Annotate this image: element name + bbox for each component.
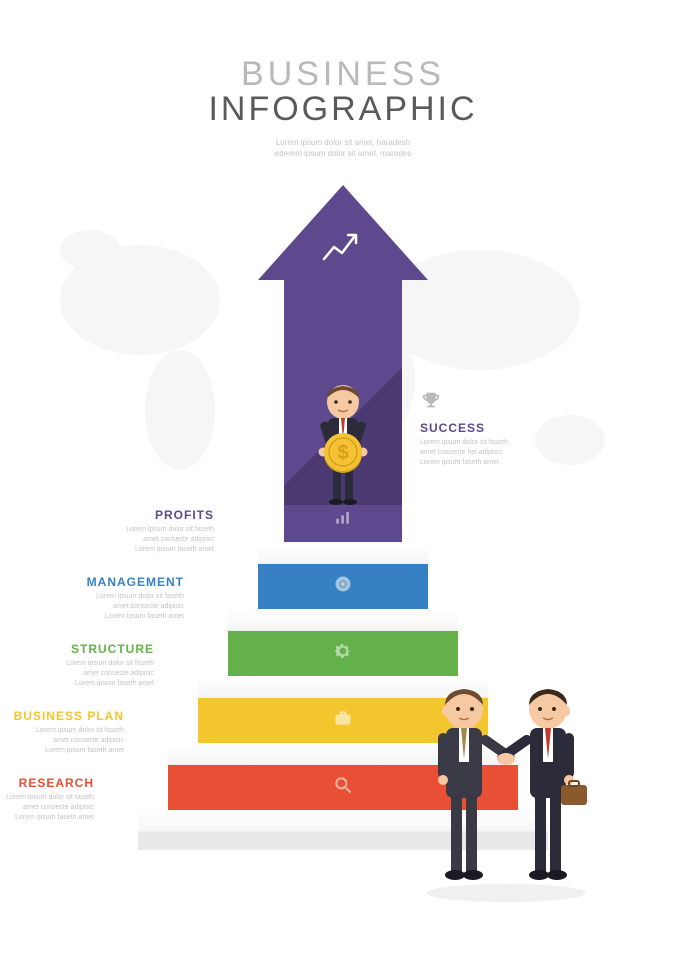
bars-icon: [333, 507, 353, 532]
target-icon: [333, 574, 353, 599]
step-tread: [228, 609, 458, 631]
label-title: MANAGEMENT: [44, 575, 184, 589]
label-body: Lorem ipsum dolor sit faseth amet consec…: [0, 793, 94, 822]
title-line2: INFOGRAPHIC: [0, 90, 686, 129]
label-success-body: Lorem ipsum dolor sit faseth amet consec…: [420, 438, 560, 467]
label-business-plan: BUSINESS PLAN Lorem ipsum dolor sit faset…: [0, 709, 124, 755]
search-icon: [333, 775, 353, 800]
label-title: RESEARCH: [0, 776, 94, 790]
label-body: Lorem ipsum dolor sit faseth amet consec…: [74, 525, 214, 554]
title-line1: BUSINESS: [0, 55, 686, 94]
step-riser: [228, 631, 458, 676]
header-subtitle: Lorem ipsum dolor sit amet, haradesh ede…: [0, 137, 686, 159]
label-body: Lorem ipsum dolor sit faseth amet consec…: [14, 659, 154, 688]
briefcase-icon: [333, 708, 353, 733]
businessman-right: [495, 689, 587, 880]
growth-chart-icon: [320, 225, 366, 271]
label-research: RESEARCH Lorem ipsum dolor sit faseth ame…: [0, 776, 94, 822]
businessman-left: [438, 689, 517, 880]
label-title: PROFITS: [74, 508, 214, 522]
label-body: Lorem ipsum dolor sit faseth amet consec…: [0, 726, 124, 755]
step-management: [138, 564, 548, 631]
label-body: Lorem ipsum dolor sit faseth amet consec…: [44, 592, 184, 621]
step-tread: [258, 542, 428, 564]
trophy-icon: [420, 390, 442, 412]
gear-icon: [333, 641, 353, 666]
label-title: STRUCTURE: [14, 642, 154, 656]
character-with-coin: $: [303, 380, 383, 510]
label-title: BUSINESS PLAN: [0, 709, 124, 723]
label-profits: PROFITS Lorem ipsum dolor sit faseth amet…: [74, 508, 214, 554]
svg-text:$: $: [337, 442, 348, 464]
header: BUSINESS INFOGRAPHIC Lorem ipsum dolor s…: [0, 55, 686, 159]
label-structure: STRUCTURE Lorem ipsum dolor sit faseth am…: [14, 642, 154, 688]
label-success-title: SUCCESS: [420, 421, 560, 435]
handshake-characters: [406, 675, 606, 910]
label-management: MANAGEMENT Lorem ipsum dolor sit faseth a…: [44, 575, 184, 621]
step-riser: [258, 564, 428, 609]
label-success: SUCCESS Lorem ipsum dolor sit faseth ame…: [420, 390, 560, 467]
